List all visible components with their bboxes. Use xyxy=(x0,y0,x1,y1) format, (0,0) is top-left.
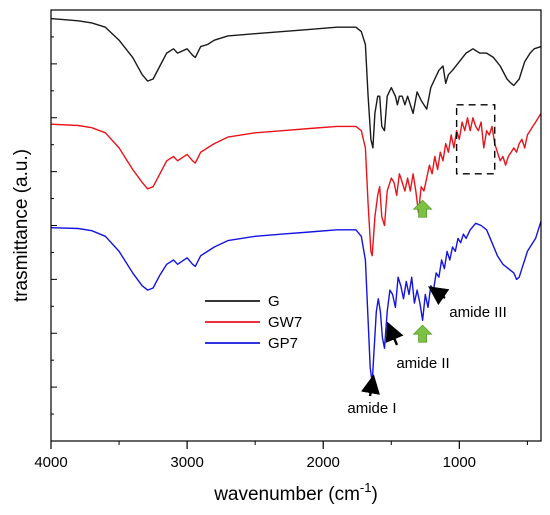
series-line-g xyxy=(50,17,542,149)
series-line-gp7 xyxy=(50,220,542,384)
annotation-arrow xyxy=(385,321,404,346)
legend-label: GW7 xyxy=(268,314,302,331)
plot-area-frame xyxy=(50,9,542,442)
x-tick-label: 3000 xyxy=(170,454,203,471)
x-axis-label: wavenumber (cm-1) xyxy=(213,480,378,505)
green-up-arrow-icon xyxy=(412,324,433,343)
annotation-label: amide III xyxy=(449,304,507,321)
dashed-highlight-box xyxy=(455,104,496,175)
annotation-label: amide I xyxy=(347,400,396,417)
legend: G GW7 GP7 xyxy=(205,293,302,352)
legend-label: GP7 xyxy=(268,335,298,352)
green-up-arrow-icon xyxy=(412,199,433,218)
x-tick-label: 2000 xyxy=(307,454,340,471)
y-axis-ticks xyxy=(51,9,57,442)
y-axis-label: trasmittance (a.u.) xyxy=(11,149,32,302)
annotation-arrow xyxy=(361,374,380,397)
annotation-arrow xyxy=(428,286,450,306)
legend-label: G xyxy=(268,293,280,310)
series-line-gw7 xyxy=(50,113,542,257)
x-tick-label: 1000 xyxy=(443,454,476,471)
plot-marks xyxy=(50,17,542,384)
annotations: amide I amide II amide III xyxy=(347,286,507,417)
x-axis-ticks: 4000 3000 2000 1000 xyxy=(34,441,528,471)
annotation-label: amide II xyxy=(396,355,449,372)
x-tick-label: 4000 xyxy=(34,454,67,471)
